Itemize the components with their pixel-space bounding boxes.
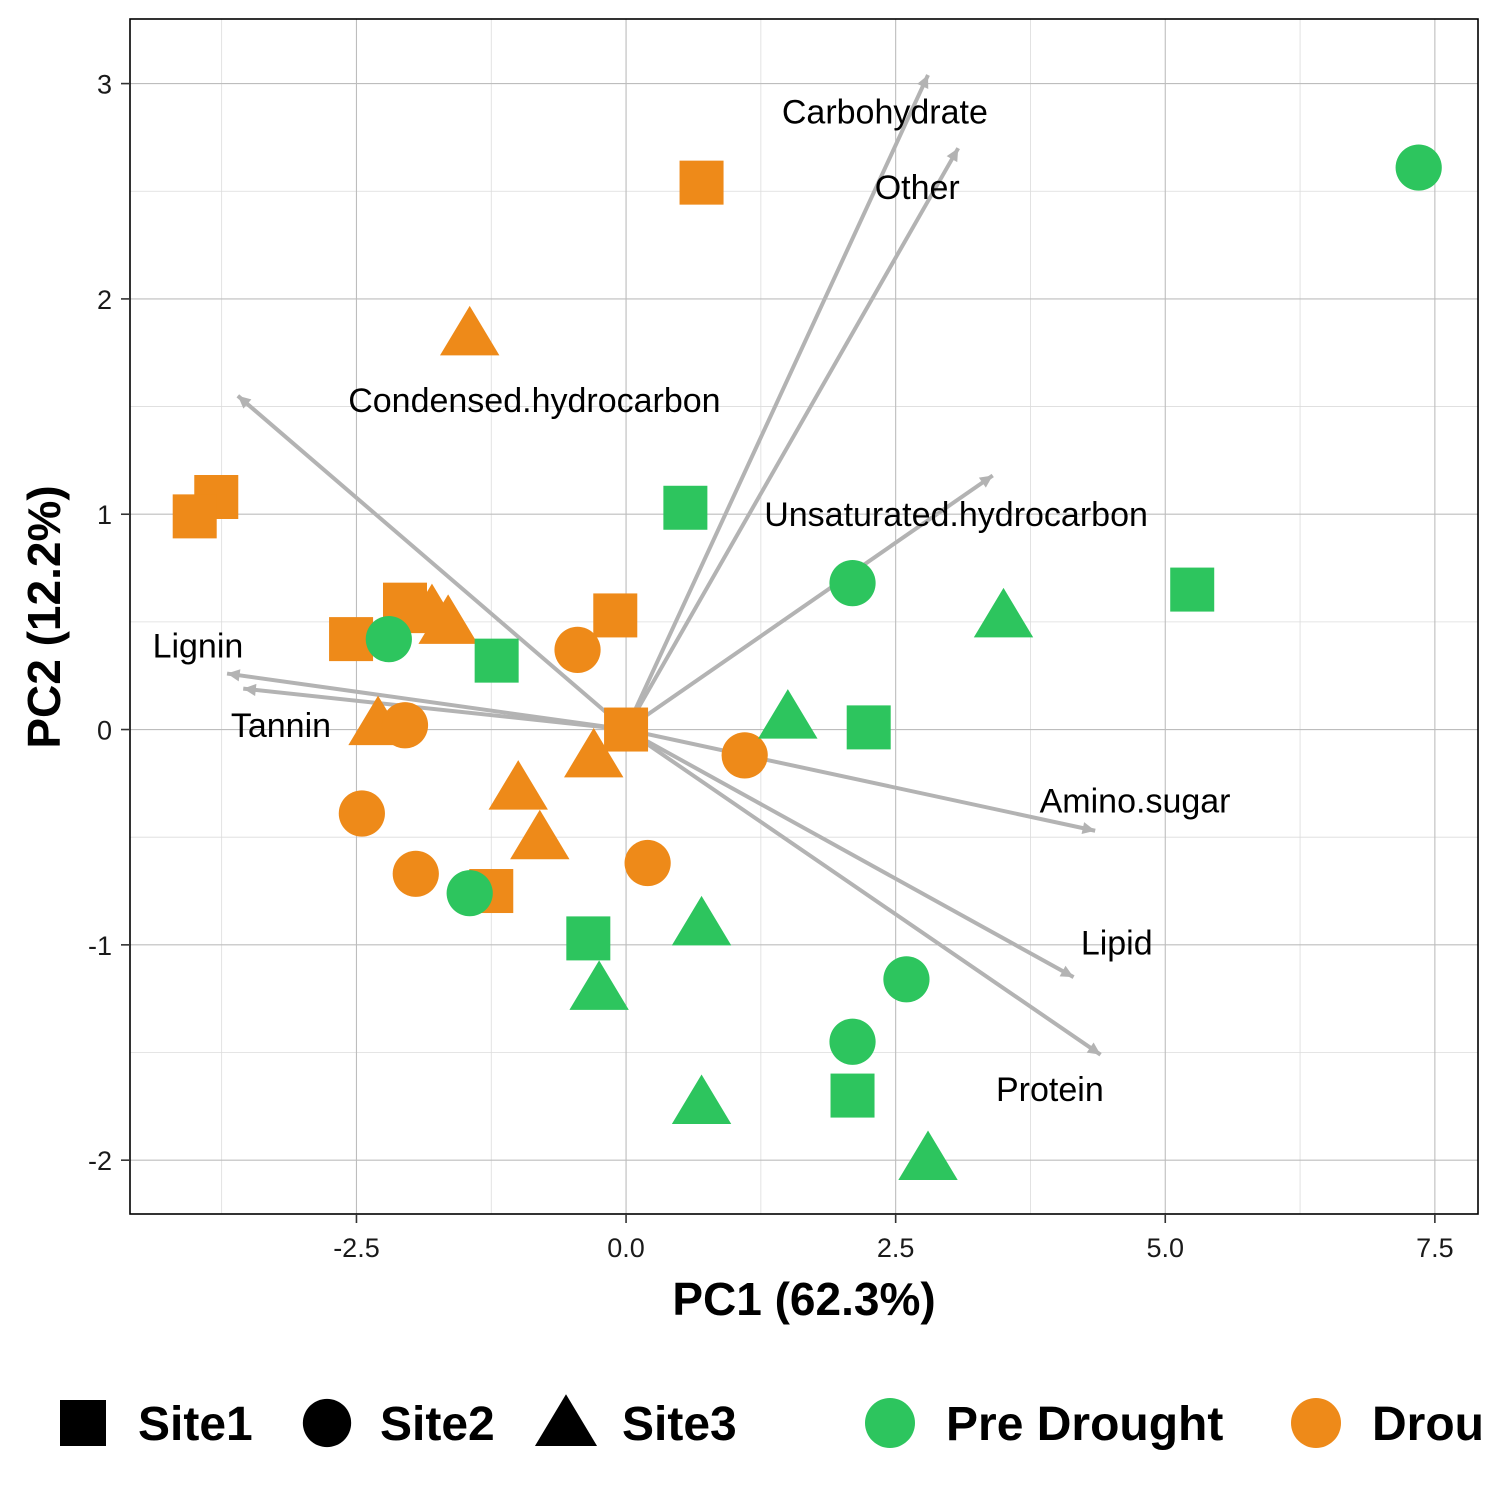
loading-arrowhead (1059, 965, 1074, 978)
data-point (392, 850, 439, 897)
data-point (898, 1130, 958, 1181)
data-point (474, 638, 519, 683)
legend: Site1 Site2 Site3 Pre Drought Drou (60, 1394, 1484, 1451)
loading-arrow (624, 727, 1102, 1057)
loading-arrows (226, 74, 1102, 1057)
loading-arrow (236, 394, 628, 732)
loading-arrow (243, 686, 627, 732)
legend-color-swatch (865, 1398, 915, 1448)
loading-arrow (625, 727, 1075, 979)
data-point (663, 485, 708, 530)
y-tick-label: -1 (88, 931, 112, 961)
loading-label: Tannin (231, 707, 331, 745)
data-points (172, 144, 1442, 1181)
data-point (846, 705, 891, 750)
x-axis-title: PC1 (62.3%) (672, 1273, 935, 1325)
loading-arrowhead (978, 475, 993, 488)
data-point (446, 870, 493, 917)
loading-label: Unsaturated.hydrocarbon (764, 496, 1148, 534)
data-point (604, 707, 649, 752)
legend-label: Pre Drought (946, 1398, 1223, 1451)
loading-arrowhead (946, 148, 959, 163)
y-axis-title: PC2 (12.2%) (18, 485, 70, 748)
data-point (365, 616, 412, 663)
x-tick-label: 2.5 (877, 1233, 915, 1263)
data-point (510, 809, 570, 860)
loading-labels: Carbohydrate Other Condensed.hydrocarbon Un… (153, 94, 1231, 1110)
data-point (418, 594, 478, 644)
loading-arrow (226, 671, 627, 732)
loading-arrow (624, 473, 994, 732)
data-point (593, 593, 638, 638)
loading-arrow (624, 74, 930, 731)
plot-background (130, 19, 1478, 1214)
loading-arrowhead (1081, 822, 1096, 835)
loading-arrowhead (243, 683, 257, 697)
data-point (829, 560, 876, 607)
data-point (488, 760, 548, 810)
y-tick-label: 2 (97, 285, 112, 315)
x-axis-ticks: -2.5 0.0 2.5 5.0 7.5 (333, 1214, 1454, 1263)
loading-label: Amino.sugar (1040, 783, 1231, 821)
data-point (172, 494, 217, 539)
data-point (830, 1073, 875, 1118)
data-point (439, 305, 500, 356)
y-axis-ticks: -2 -1 0 1 2 3 (88, 70, 130, 1176)
loading-arrowhead (917, 74, 929, 89)
y-tick-label: 1 (97, 500, 112, 530)
x-tick-label: 0.0 (607, 1233, 645, 1263)
x-tick-label: 5.0 (1146, 1233, 1184, 1263)
loading-label: Lignin (153, 628, 244, 666)
loading-label: Carbohydrate (782, 94, 988, 132)
legend-shape-site2 (302, 1398, 352, 1448)
data-point (883, 956, 930, 1003)
data-point (671, 895, 732, 946)
loading-arrow (625, 727, 1096, 833)
legend-label: Site2 (380, 1398, 495, 1451)
x-tick-label: 7.5 (1416, 1233, 1454, 1263)
x-tick-label: -2.5 (333, 1233, 380, 1263)
data-point (721, 732, 768, 779)
legend-color-swatch (1291, 1398, 1341, 1448)
plot-border (129, 18, 1479, 1215)
data-point (758, 689, 818, 739)
data-point (1395, 144, 1442, 191)
data-point (679, 160, 724, 205)
data-point (1170, 567, 1215, 612)
data-point (564, 727, 624, 778)
y-tick-label: 0 (97, 716, 112, 746)
legend-label: Site1 (138, 1398, 253, 1451)
data-point (973, 587, 1034, 638)
data-point (381, 702, 429, 749)
loading-arrowhead (227, 669, 241, 682)
legend-label: Drou (1372, 1398, 1484, 1451)
data-point (829, 1018, 876, 1065)
data-point (566, 916, 611, 961)
data-point (338, 790, 385, 837)
data-point (624, 839, 671, 887)
grid-minor-lines (130, 19, 1478, 1214)
loading-arrowhead (1086, 1042, 1101, 1055)
y-tick-label: 3 (97, 70, 112, 100)
data-point (569, 960, 629, 1010)
loading-label: Protein (996, 1071, 1104, 1109)
loading-arrow (624, 147, 960, 731)
loading-label: Lipid (1081, 925, 1153, 963)
legend-shape-site1 (60, 1400, 106, 1446)
data-point (671, 1074, 732, 1125)
y-tick-label: -2 (88, 1146, 112, 1176)
legend-shape-site3 (534, 1394, 598, 1446)
legend-label: Site3 (622, 1398, 737, 1451)
loading-arrowhead (237, 395, 252, 409)
loading-label: Other (875, 169, 960, 207)
data-point (554, 626, 601, 673)
loading-label: Condensed.hydrocarbon (348, 382, 720, 420)
